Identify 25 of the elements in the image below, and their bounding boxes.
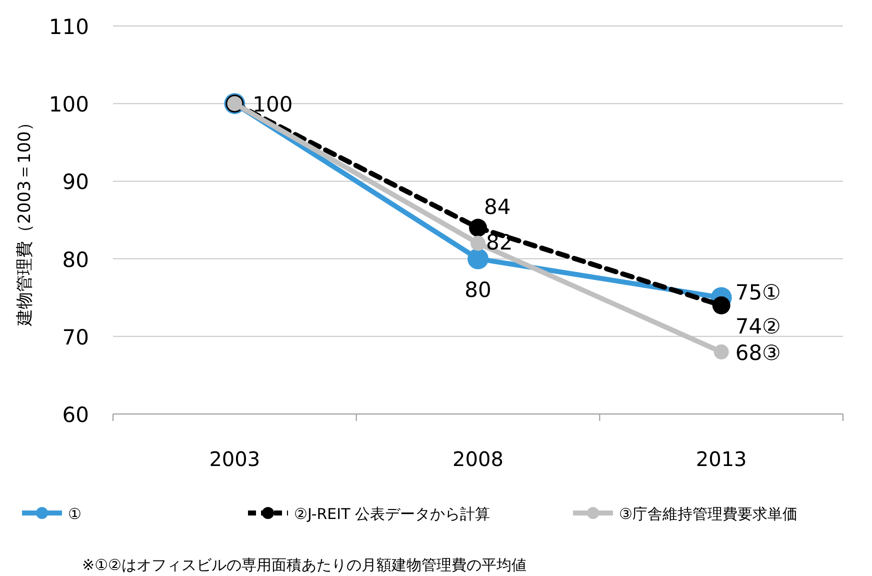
y-tick-label: 90 bbox=[62, 170, 89, 194]
data-label: 84 bbox=[484, 194, 511, 219]
data-label: 68③ bbox=[735, 340, 781, 365]
y-tick-label: 60 bbox=[62, 403, 89, 427]
legend-label: ②J-REIT 公表データから計算 bbox=[294, 505, 490, 523]
data-label: 80 bbox=[464, 278, 492, 302]
legend-label: ③庁舎維持管理費要求単価 bbox=[619, 505, 798, 523]
x-tick-label: 2003 bbox=[209, 447, 260, 471]
y-axis-title: 建物管理費（2003＝100） bbox=[15, 114, 35, 327]
legend-label: ① bbox=[68, 505, 82, 523]
text: ※①②はオフィスビルの専用面積あたりの月額建物管理費の平均値 bbox=[82, 556, 526, 574]
x-tick-label: 2008 bbox=[452, 447, 504, 471]
point bbox=[468, 248, 488, 270]
point bbox=[714, 344, 729, 360]
data-label: 100 bbox=[252, 92, 293, 117]
data-label: 74② bbox=[735, 314, 781, 338]
y-tick-label: 70 bbox=[62, 325, 89, 350]
point bbox=[712, 296, 730, 314]
y-tick-label: 100 bbox=[48, 92, 89, 117]
y-tick-label: 110 bbox=[48, 15, 89, 39]
y-tick-label: 80 bbox=[62, 248, 89, 272]
point bbox=[469, 218, 487, 237]
data-label: 75① bbox=[735, 280, 781, 305]
x-tick-label: 2013 bbox=[696, 447, 747, 471]
point bbox=[470, 236, 486, 251]
